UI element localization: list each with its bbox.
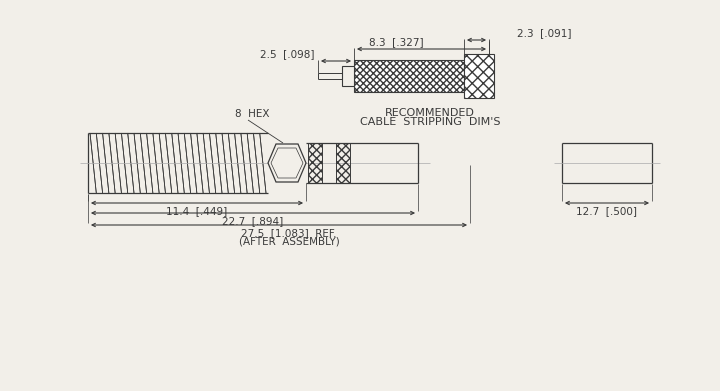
Text: 11.4  [.449]: 11.4 [.449] (166, 206, 228, 216)
Text: 27.5  [1.083]  REF.: 27.5 [1.083] REF. (241, 228, 337, 238)
Bar (354, 60, 464, 92)
Text: 8  HEX: 8 HEX (235, 109, 269, 119)
Text: 2.3  [.091]: 2.3 [.091] (517, 28, 572, 38)
Bar (464, 54, 494, 98)
Text: CABLE  STRIPPING  DIM'S: CABLE STRIPPING DIM'S (360, 117, 500, 127)
Text: 22.7  [.894]: 22.7 [.894] (222, 216, 284, 226)
Text: 12.7  [.500]: 12.7 [.500] (577, 206, 637, 216)
Polygon shape (268, 144, 306, 182)
Bar (342, 66, 354, 86)
Text: 2.5  [.098]: 2.5 [.098] (259, 49, 314, 59)
Bar (336, 143, 350, 183)
Text: (AFTER  ASSEMBLY): (AFTER ASSEMBLY) (238, 237, 339, 247)
Text: 8.3  [.327]: 8.3 [.327] (369, 37, 423, 47)
Text: RECOMMENDED: RECOMMENDED (385, 108, 475, 118)
Polygon shape (271, 148, 303, 178)
Bar (308, 143, 322, 183)
Bar (354, 60, 464, 92)
Bar (464, 54, 494, 98)
